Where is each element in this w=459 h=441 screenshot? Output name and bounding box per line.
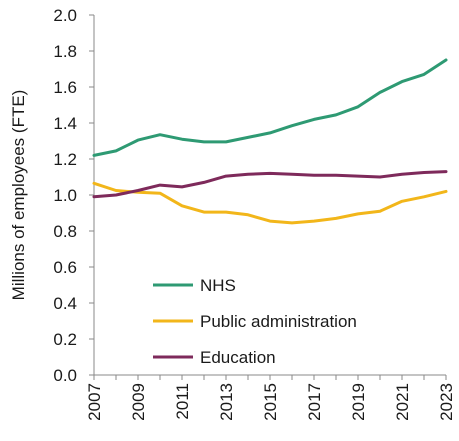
y-tick-label: 0.0: [53, 366, 77, 385]
legend-label-public-administration: Public administration: [200, 312, 357, 331]
y-tick-label: 0.4: [53, 294, 77, 313]
legend: NHS Public administration Education: [153, 276, 357, 367]
y-tick-label: 0.8: [53, 222, 77, 241]
x-tick-label: 2023: [437, 383, 456, 421]
y-tick-label: 1.2: [53, 150, 77, 169]
y-tick-label: 0.2: [53, 330, 77, 349]
x-tick-label: 2019: [349, 383, 368, 421]
x-tick-label: 2009: [129, 383, 148, 421]
axes: 0.0 0.2 0.4 0.6 0.8 1.0 1.2 1.4 1.6 1.8 2.0 2007 200…: [53, 6, 456, 421]
series-line-education: [92, 170, 448, 199]
x-tick-label: 2021: [393, 383, 412, 421]
series-layer: [92, 58, 448, 225]
y-axis-title: Millions of employees (FTE): [9, 90, 28, 301]
series-line-public-administration: [92, 181, 448, 225]
x-tick-label: 2013: [217, 383, 236, 421]
y-tick-label: 1.4: [53, 114, 77, 133]
x-tick-label: 2011: [173, 383, 192, 420]
y-tick-label: 1.8: [53, 42, 77, 61]
x-tick-label: 2015: [261, 383, 280, 421]
x-tick-label: 2007: [85, 383, 104, 421]
legend-label-nhs: NHS: [200, 276, 236, 295]
legend-label-education: Education: [200, 348, 276, 367]
y-tick-label: 0.6: [53, 258, 77, 277]
x-tick-label: 2017: [305, 383, 324, 421]
series-line-nhs: [92, 58, 448, 157]
y-tick-label: 2.0: [53, 6, 77, 25]
y-tick-label: 1.6: [53, 78, 77, 97]
y-tick-label: 1.0: [53, 186, 77, 205]
